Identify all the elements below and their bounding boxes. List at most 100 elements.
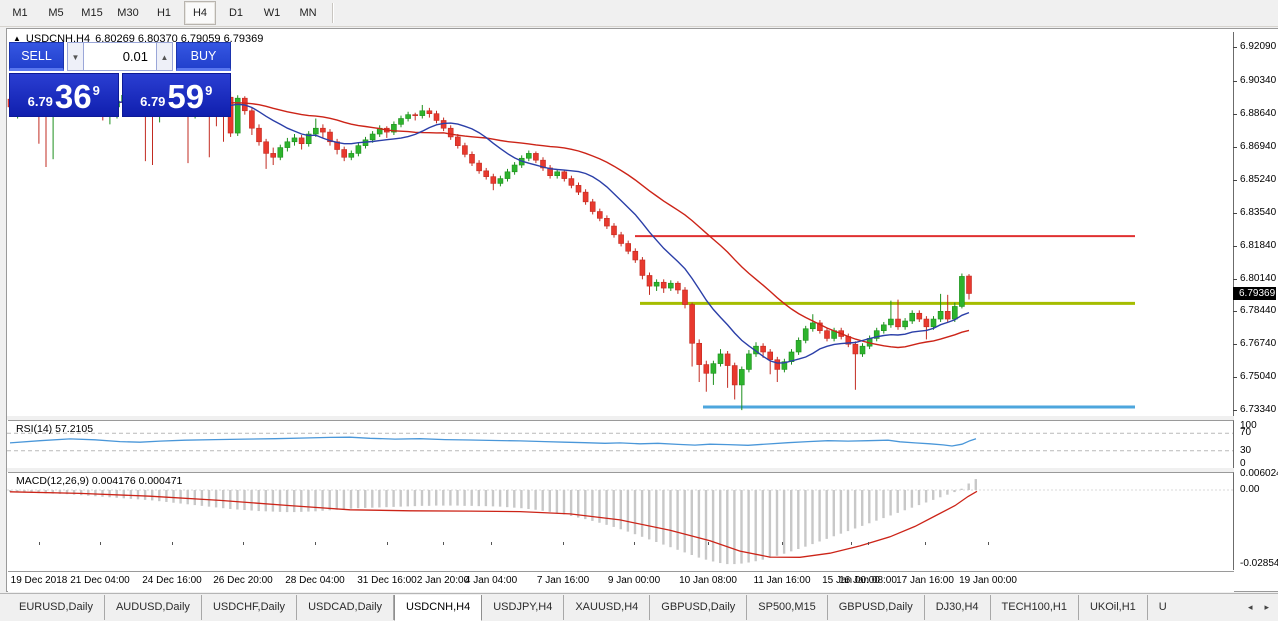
price-axis-label: 6.88640 (1240, 107, 1277, 119)
chart-tab-gbpusd-daily[interactable]: GBPUSD,Daily (828, 595, 925, 620)
macd-axis-label: -0.028549 (1240, 558, 1278, 570)
sell-button[interactable]: SELL (9, 42, 64, 71)
price-axis-tick (1233, 410, 1237, 412)
time-axis-label: 2 Jan 20:00 (416, 575, 470, 586)
time-axis-tick (868, 542, 869, 545)
timeframe-button-d1[interactable]: D1 (228, 7, 244, 19)
buy-price-sup: 9 (205, 83, 213, 98)
chart-tab-bar: EURUSD,Daily AUDUSD,Daily USDCHF,Daily USDC… (0, 593, 1278, 621)
timeframe-button-h1[interactable]: H1 (156, 7, 172, 19)
rsi-pane[interactable] (8, 420, 1234, 468)
rsi-indicator-label: RSI(14) 57.2105 (16, 423, 94, 435)
time-axis-tick (39, 542, 40, 545)
rsi-axis-label: 100 (1240, 420, 1257, 431)
timeframe-button-mn[interactable]: MN (299, 7, 317, 19)
tabs-scroll-right-arrow[interactable]: ▸ (1264, 602, 1269, 612)
time-axis-label: 31 Dec 16:00 (357, 575, 417, 586)
sell-price-box[interactable]: 6.79 36 9 (9, 73, 119, 117)
price-axis-label: 6.86940 (1240, 140, 1277, 152)
volume-input[interactable]: 0.01 (84, 42, 156, 71)
price-axis-label: 6.78440 (1240, 305, 1277, 317)
time-axis-tick (172, 542, 173, 545)
timeframe-button-m30[interactable]: M30 (117, 7, 139, 19)
time-axis-tick (315, 542, 316, 545)
volume-decrease-button[interactable]: ▼ (67, 42, 84, 71)
timeframe-button-m1[interactable]: M1 (12, 7, 28, 19)
price-axis-label: 6.90340 (1240, 74, 1277, 86)
time-axis-tick (563, 542, 564, 545)
price-axis-tick (1233, 179, 1237, 181)
buy-button[interactable]: BUY (176, 42, 231, 71)
price-axis-column (1234, 29, 1278, 591)
pane-splitter[interactable] (7, 468, 1278, 472)
time-axis-tick (782, 542, 783, 545)
chart-tab-usdjpy-h4[interactable]: USDJPY,H4 (482, 595, 565, 620)
time-axis-label: 16 Jan 08:00 (839, 575, 897, 586)
sell-price-sup: 9 (92, 83, 100, 98)
time-axis-label: 11 Jan 16:00 (753, 575, 811, 586)
time-axis-tick (851, 542, 852, 545)
time-axis-tick (925, 542, 926, 545)
time-axis-label: 19 Dec 2018 (10, 575, 68, 586)
collapse-triangle-icon[interactable]: ▲ (13, 34, 21, 43)
price-axis-tick (1233, 278, 1237, 280)
time-axis-tick (100, 542, 101, 545)
buy-price-box[interactable]: 6.79 59 9 (121, 73, 231, 117)
price-axis-label: 6.75040 (1240, 371, 1277, 383)
pane-splitter[interactable] (7, 416, 1278, 420)
time-axis-label: 15 Jan 00:00 (822, 575, 880, 586)
time-axis-tick (708, 542, 709, 545)
time-axis-tick (988, 542, 989, 545)
timeframe-button-m15[interactable]: M15 (81, 7, 103, 19)
rsi-axis-label: 30 (1240, 444, 1252, 456)
timeframe-button-w1[interactable]: W1 (263, 7, 281, 19)
chart-tab-ukoil-h1[interactable]: UKOil,H1 (1079, 595, 1148, 620)
price-axis-tick (1233, 113, 1237, 115)
time-axis-label: 4 Jan 04:00 (464, 575, 518, 586)
price-axis-tick (1233, 47, 1237, 49)
rsi-axis-label: 0 (1240, 458, 1246, 469)
chart-tab-tech100-h1[interactable]: TECH100,H1 (991, 595, 1079, 620)
chart-tab-dj30-h4[interactable]: DJ30,H4 (925, 595, 991, 620)
timeframe-button-h4[interactable]: H4 (184, 1, 216, 25)
price-axis-tick (1233, 146, 1237, 148)
time-axis-strip (8, 571, 1234, 592)
chart-tab-gbpusd-daily[interactable]: GBPUSD,Daily (650, 595, 748, 620)
chart-tab-usdcnh-h4[interactable]: USDCNH,H4 (394, 594, 483, 621)
chart-tab-usdchf-daily[interactable]: USDCHF,Daily (202, 595, 298, 620)
price-axis-label: 6.81840 (1240, 239, 1277, 251)
chart-tab-u[interactable]: U (1158, 601, 1167, 613)
time-axis-label: 17 Jan 16:00 (896, 575, 954, 586)
price-axis-tick (1233, 80, 1237, 82)
volume-increase-button[interactable]: ▲ (156, 42, 173, 71)
price-axis-tick (1233, 377, 1237, 379)
price-axis-tick (1233, 311, 1237, 313)
toolbar-divider (332, 3, 334, 23)
timeframe-button-m5[interactable]: M5 (48, 7, 64, 19)
price-axis-label: 6.73340 (1240, 404, 1277, 416)
time-axis-tick (491, 542, 492, 545)
tabs-scroll-left-arrow[interactable]: ◂ (1247, 602, 1253, 612)
macd-pane[interactable] (8, 472, 1234, 570)
price-axis-label: 6.85240 (1240, 173, 1277, 185)
buy-price-small: 6.79 (140, 94, 166, 109)
rsi-axis-label: 70 (1240, 427, 1252, 439)
time-axis-label: 19 Jan 00:00 (959, 575, 1017, 586)
time-axis-label: 21 Dec 04:00 (70, 575, 130, 586)
time-axis-tick (634, 542, 635, 545)
price-axis-tick (1233, 212, 1237, 214)
macd-axis-label: 0.006024 (1240, 468, 1278, 480)
time-axis-label: 26 Dec 20:00 (213, 575, 273, 586)
time-axis-tick (443, 542, 444, 545)
chart-tab-audusd-daily[interactable]: AUDUSD,Daily (105, 595, 202, 620)
timeframe-toolbar: M1 M5 M15 M30 H1 H4 D1 W1 MN (0, 0, 1278, 27)
chart-tab-usdcad-daily[interactable]: USDCAD,Daily (297, 595, 395, 620)
time-axis-label: 9 Jan 00:00 (607, 575, 661, 586)
current-bid-price-tag: 6.79369 (1233, 287, 1276, 300)
chart-tab-xauusd-h4[interactable]: XAUUSD,H4 (564, 595, 651, 620)
chart-tab-sp500-m15[interactable]: SP500,M15 (747, 595, 828, 620)
macd-axis-label: 0.00 (1240, 484, 1260, 495)
one-click-trading-panel: SELL ▼ 0.01 ▲ BUY 6.79 36 9 6.79 59 9 (9, 42, 231, 119)
time-axis-label: 7 Jan 16:00 (536, 575, 590, 586)
chart-tab-eurusd-daily[interactable]: EURUSD,Daily (8, 595, 105, 620)
